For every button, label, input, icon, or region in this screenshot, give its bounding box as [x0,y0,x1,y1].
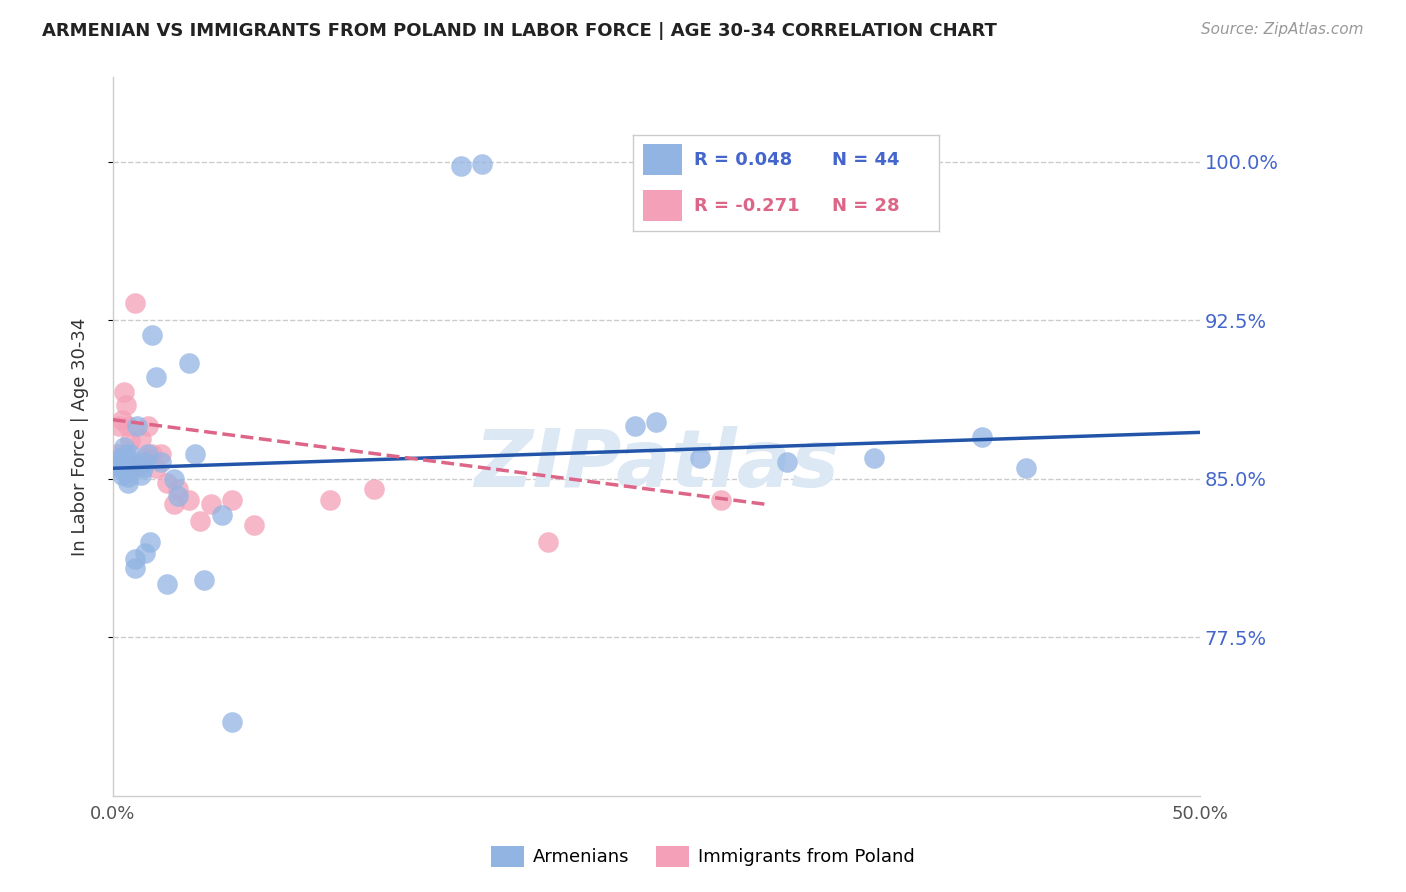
Point [124,560,146,574]
Point [117,476,139,491]
Point [124,457,146,471]
Point [105,459,128,474]
Point [623,419,645,434]
Point [243,518,266,533]
Point [141,328,163,343]
Point [363,483,385,497]
Point [862,450,884,465]
Point [129,432,152,446]
Point [211,508,233,522]
Point [200,497,222,511]
Point [136,419,159,434]
Point [177,356,200,370]
Point [177,493,200,508]
Point [167,489,190,503]
Point [117,469,139,483]
Point [139,535,162,549]
Point [117,419,139,434]
Text: N = 44: N = 44 [832,151,900,169]
Text: R = -0.271: R = -0.271 [695,196,800,215]
Point [128,459,150,474]
Point [134,450,156,465]
Point [972,429,994,443]
Point [167,483,190,497]
Point [112,440,135,454]
Point [156,577,179,591]
Point [188,514,211,528]
Point [156,476,179,491]
FancyBboxPatch shape [643,145,682,175]
Text: ARMENIAN VS IMMIGRANTS FROM POLAND IN LABOR FORCE | AGE 30-34 CORRELATION CHART: ARMENIAN VS IMMIGRANTS FROM POLAND IN LA… [42,22,997,40]
Legend: Armenians, Immigrants from Poland: Armenians, Immigrants from Poland [484,838,922,874]
Point [110,467,132,482]
Text: Source: ZipAtlas.com: Source: ZipAtlas.com [1201,22,1364,37]
Point [132,461,155,475]
Point [115,398,138,412]
Point [450,159,472,173]
Point [319,493,342,508]
Point [776,455,799,469]
Point [536,535,558,549]
Point [710,493,733,508]
Point [163,472,186,486]
Point [134,546,156,560]
Point [1015,461,1038,475]
Point [112,385,135,400]
Point [112,455,135,469]
Point [128,459,150,474]
Point [115,446,138,460]
Point [120,434,142,448]
Point [471,157,494,171]
Point [134,455,156,469]
Point [108,461,131,475]
Point [120,455,142,469]
Point [145,461,167,475]
Text: ZIPatlas: ZIPatlas [474,426,839,504]
Point [105,446,128,460]
Text: N = 28: N = 28 [832,196,900,215]
Point [221,714,243,729]
Point [121,459,143,474]
Point [124,296,146,310]
Point [221,493,243,508]
Point [108,450,131,465]
Point [104,455,127,469]
Point [145,370,167,384]
Point [141,446,163,460]
Point [115,466,138,480]
Point [129,467,152,482]
Point [193,574,215,588]
Point [689,450,711,465]
Text: R = 0.048: R = 0.048 [695,151,793,169]
Point [110,413,132,427]
Point [108,419,131,434]
Point [149,446,172,460]
Point [184,446,207,460]
Point [120,446,142,460]
FancyBboxPatch shape [643,190,682,221]
Point [645,415,668,429]
Point [136,446,159,460]
Point [163,497,186,511]
Point [124,552,146,566]
Y-axis label: In Labor Force | Age 30-34: In Labor Force | Age 30-34 [72,318,89,556]
Point [149,455,172,469]
Point [125,419,148,434]
